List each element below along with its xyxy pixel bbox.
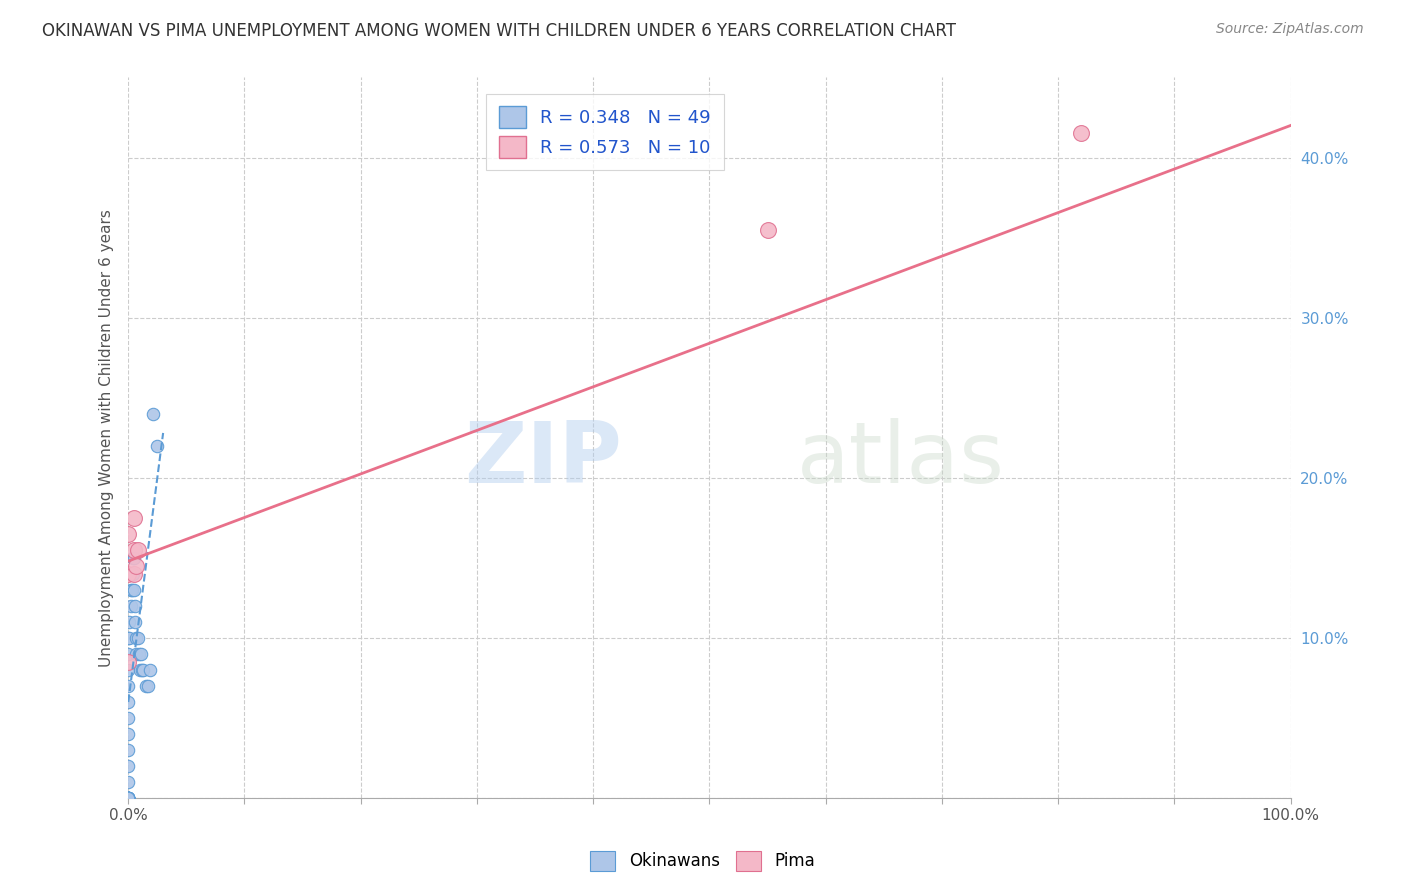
Point [117,679,139,693]
Point [121,566,143,581]
Point [129,647,152,661]
Point [117,791,139,805]
Point [127,542,149,557]
Point [117,791,139,805]
Point [117,775,139,789]
Point [122,550,145,565]
Point [117,695,139,709]
Point [135,679,157,693]
Point [117,791,139,805]
Point [121,582,143,597]
Point [117,663,139,677]
Point [117,791,139,805]
Point [120,582,142,597]
Point [117,791,139,805]
Point [117,711,139,725]
Point [117,631,139,645]
Point [117,759,139,773]
Point [1070,127,1092,141]
Point [118,631,141,645]
Point [136,679,159,693]
Point [117,791,139,805]
Point [131,663,153,677]
Point [128,663,150,677]
Point [125,558,148,573]
Point [122,582,145,597]
Point [120,599,142,613]
Legend: Okinawans, Pima: Okinawans, Pima [582,842,824,880]
Point [117,791,139,805]
Point [117,791,139,805]
Point [122,511,145,525]
Point [117,791,139,805]
Point [117,791,139,805]
Y-axis label: Unemployment Among Women with Children Under 6 years: Unemployment Among Women with Children U… [100,209,114,666]
Point [756,222,779,236]
Point [142,407,165,421]
Point [117,791,139,805]
Point [118,615,141,629]
Point [117,566,139,581]
Point [122,566,145,581]
Text: atlas: atlas [797,417,1005,501]
Point [117,791,139,805]
Point [139,663,162,677]
Text: Source: ZipAtlas.com: Source: ZipAtlas.com [1216,22,1364,37]
Point [132,663,155,677]
Point [117,791,139,805]
Point [124,599,146,613]
Point [117,647,139,661]
Point [127,631,149,645]
Text: ZIP: ZIP [464,417,623,501]
Point [125,647,148,661]
Text: OKINAWAN VS PIMA UNEMPLOYMENT AMONG WOMEN WITH CHILDREN UNDER 6 YEARS CORRELATIO: OKINAWAN VS PIMA UNEMPLOYMENT AMONG WOME… [42,22,956,40]
Point [128,647,150,661]
Point [117,655,139,669]
Point [122,566,145,581]
Point [117,743,139,757]
Point [122,550,145,565]
Point [122,542,145,557]
Point [117,727,139,741]
Point [117,791,139,805]
Point [124,615,146,629]
Point [146,439,169,453]
Legend: R = 0.348   N = 49, R = 0.573   N = 10: R = 0.348 N = 49, R = 0.573 N = 10 [486,94,724,170]
Point [125,631,148,645]
Point [117,526,139,541]
